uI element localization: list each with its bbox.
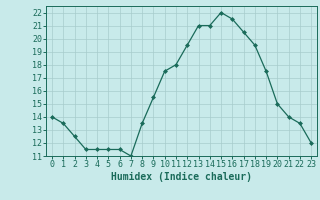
X-axis label: Humidex (Indice chaleur): Humidex (Indice chaleur): [111, 172, 252, 182]
